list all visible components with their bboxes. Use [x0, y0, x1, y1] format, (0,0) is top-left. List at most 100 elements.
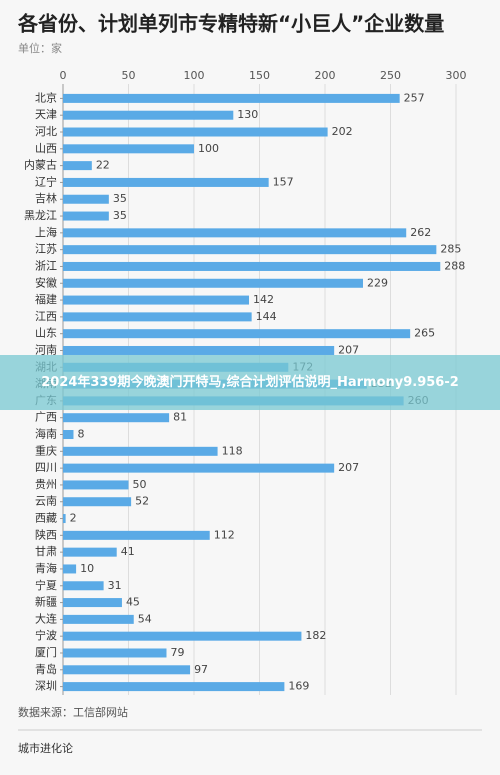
chart-subtitle: 单位：家 — [18, 41, 62, 55]
value-label: 142 — [253, 293, 274, 306]
y-tick-label: 云南 — [35, 495, 57, 508]
bar — [63, 598, 122, 608]
bar — [63, 430, 74, 440]
value-label: 35 — [113, 209, 127, 222]
x-tick-label: 200 — [315, 69, 336, 82]
x-tick-label: 300 — [446, 69, 467, 82]
y-tick-label: 广西 — [35, 411, 57, 424]
value-label: 229 — [367, 276, 388, 289]
value-label: 118 — [222, 444, 243, 457]
bar — [63, 631, 302, 641]
bar — [63, 413, 170, 423]
bar — [63, 194, 109, 204]
bar — [63, 245, 437, 255]
y-tick-label: 深圳 — [35, 680, 57, 693]
y-tick-label: 黑龙江 — [24, 209, 57, 222]
y-tick-label: 贵州 — [35, 478, 57, 491]
y-tick-label: 大连 — [35, 611, 57, 625]
bar — [63, 581, 104, 591]
source: 数据来源：工信部网站 — [18, 705, 128, 719]
bar — [63, 110, 234, 120]
value-label: 10 — [80, 562, 94, 575]
bar — [63, 648, 167, 658]
y-tick-label: 山东 — [35, 327, 57, 340]
x-tick-label: 0 — [60, 69, 67, 82]
brand: 城市进化论 — [18, 741, 73, 755]
value-label: 182 — [305, 629, 326, 642]
y-tick-label: 新疆 — [35, 595, 57, 609]
bar — [63, 295, 250, 305]
y-tick-label: 陕西 — [35, 527, 57, 541]
value-label: 54 — [138, 612, 152, 625]
value-label: 202 — [332, 125, 353, 138]
bar — [63, 682, 285, 692]
y-tick-label: 四川 — [35, 461, 57, 474]
value-label: 100 — [198, 142, 219, 155]
value-label: 207 — [338, 461, 359, 474]
y-tick-label: 厦门 — [35, 645, 57, 659]
y-tick-label: 西藏 — [35, 512, 57, 525]
bar — [63, 547, 117, 557]
value-label: 112 — [214, 528, 235, 541]
chart-title: 各省份、计划单列市专精特新“小巨人”企业数量 — [17, 12, 444, 36]
bar — [63, 228, 407, 238]
y-tick-label: 河南 — [35, 343, 57, 356]
y-tick-label: 河北 — [35, 125, 57, 138]
value-label: 50 — [133, 478, 147, 491]
value-label: 169 — [288, 680, 309, 693]
bar — [63, 177, 269, 187]
bar — [63, 312, 252, 322]
y-tick-label: 青岛 — [35, 662, 57, 676]
bar — [63, 463, 335, 473]
y-tick-label: 辽宁 — [35, 174, 57, 188]
bar — [63, 329, 411, 339]
bar — [63, 127, 328, 137]
bar — [63, 665, 191, 675]
value-label: 97 — [194, 663, 208, 676]
banner: 2024年339期今晚澳门开特马,综合计划评估说明_Harmony9.956-2 — [0, 355, 500, 410]
y-tick-label: 江西 — [35, 310, 57, 323]
value-label: 265 — [414, 327, 435, 340]
value-label: 52 — [135, 495, 149, 508]
y-tick-label: 上海 — [35, 225, 57, 239]
value-label: 45 — [126, 596, 140, 609]
value-label: 81 — [173, 411, 187, 424]
value-label: 144 — [256, 310, 277, 323]
y-tick-label: 北京 — [35, 90, 57, 104]
value-label: 262 — [410, 226, 431, 239]
bar — [63, 446, 218, 456]
bar — [63, 497, 132, 507]
bar — [63, 564, 77, 574]
y-tick-label: 浙江 — [35, 259, 57, 272]
value-label: 130 — [237, 108, 258, 121]
value-label: 157 — [273, 175, 294, 188]
x-tick-label: 100 — [184, 69, 205, 82]
y-tick-label: 江苏 — [35, 243, 57, 256]
bar — [63, 345, 335, 355]
bar — [63, 278, 363, 288]
y-tick-label: 吉林 — [35, 191, 57, 205]
bar — [63, 530, 210, 540]
bar — [63, 211, 109, 221]
value-label: 288 — [444, 259, 465, 272]
bar — [63, 93, 400, 103]
bar — [63, 144, 194, 154]
y-tick-label: 甘肃 — [35, 545, 57, 558]
bar — [63, 261, 441, 271]
bar — [63, 480, 129, 490]
x-tick-label: 150 — [249, 69, 270, 82]
y-tick-label: 重庆 — [35, 443, 57, 457]
value-label: 35 — [113, 192, 127, 205]
bar — [63, 514, 66, 524]
x-tick-label: 50 — [122, 69, 136, 82]
x-tick-label: 250 — [380, 69, 401, 82]
value-label: 2 — [70, 512, 77, 525]
y-tick-label: 安徽 — [35, 275, 57, 289]
bar — [63, 161, 92, 171]
value-label: 31 — [108, 579, 122, 592]
value-label: 8 — [77, 428, 84, 441]
value-label: 207 — [338, 343, 359, 356]
value-label: 285 — [440, 243, 461, 256]
value-label: 41 — [121, 545, 135, 558]
